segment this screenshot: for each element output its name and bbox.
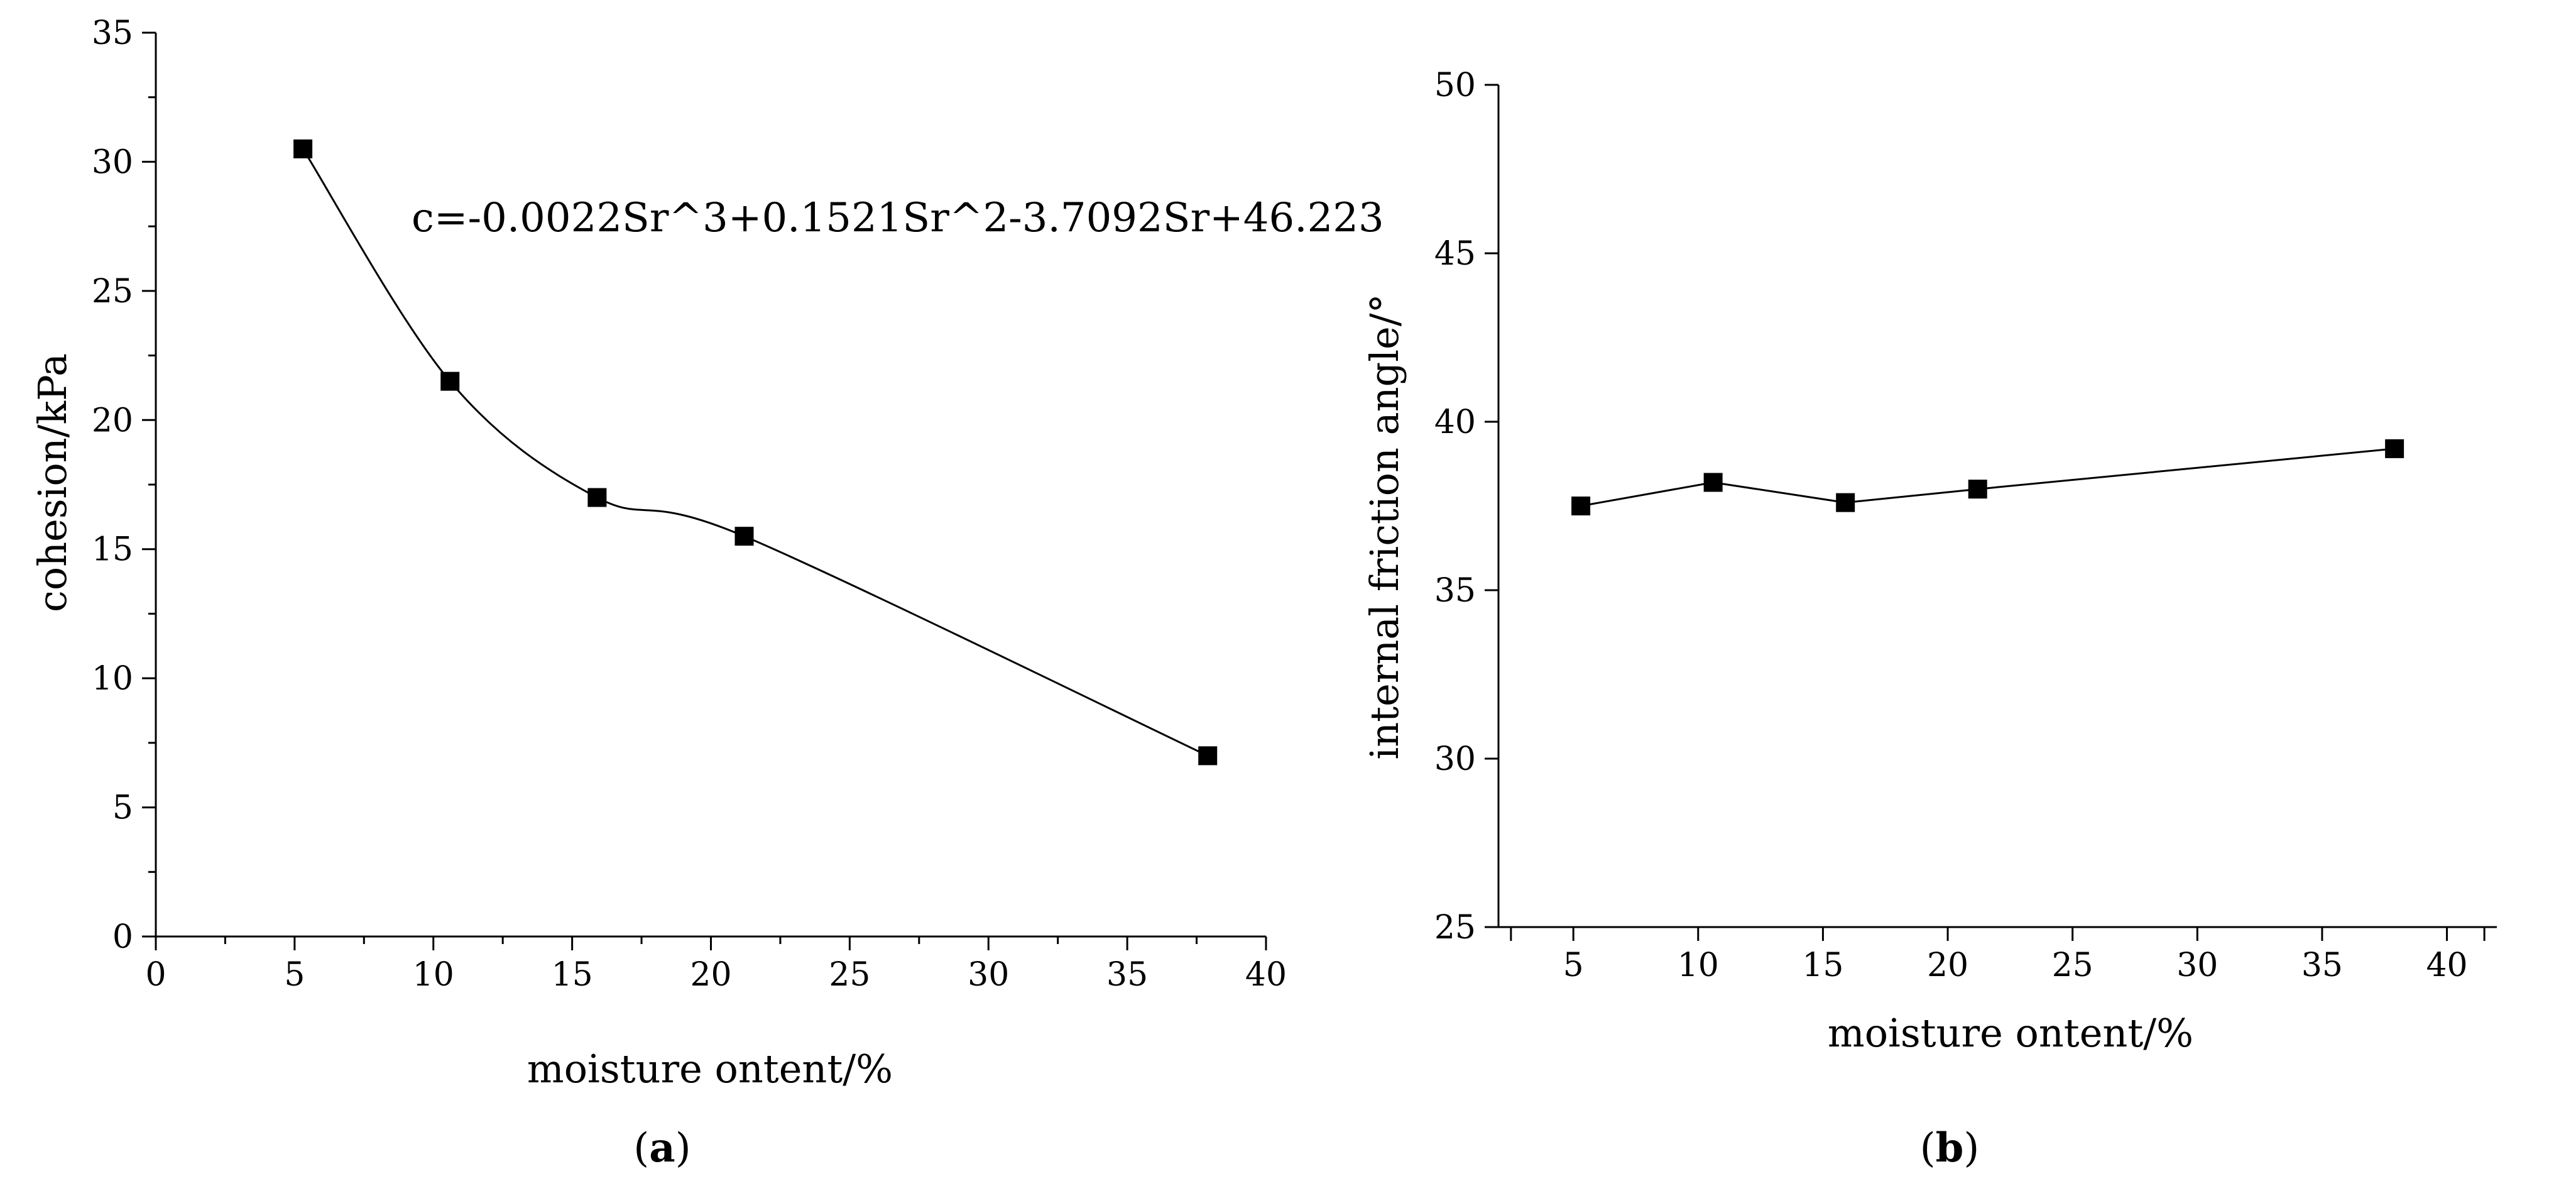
chart-a-y-tick-label: 20 — [92, 402, 133, 439]
chart-b-data-point-4 — [1968, 480, 1987, 499]
chart-a-data-point-3 — [587, 488, 607, 507]
chart-b-axes — [1497, 85, 2497, 928]
chart-a-y-tick-label: 0 — [112, 918, 133, 956]
chart-a-x-axis-label: moisture ontent/% — [527, 1046, 893, 1092]
chart-a-data-point-5 — [1198, 746, 1218, 766]
panel-caption-b: (b) — [1920, 1124, 1980, 1172]
chart-a-y-tick-label: 30 — [92, 143, 133, 181]
chart-b-data-point-5 — [2385, 439, 2404, 458]
chart-a-x-tick-label: 0 — [145, 956, 166, 994]
chart-a-data-point-1 — [293, 139, 313, 158]
chart-a-markers — [293, 139, 1218, 766]
chart-b-series-line — [1580, 448, 2395, 507]
chart-a-y-tick-label: 5 — [112, 789, 133, 827]
panel-caption-a-close: ) — [675, 1125, 691, 1172]
chart-panel-a: 0 5 10 15 20 25 30 35 0 5 10 15 20 25 30 35 40 c=-0.002… — [30, 14, 1384, 1172]
chart-b-markers — [1571, 439, 2404, 515]
chart-a-y-tick-label: 35 — [92, 14, 133, 52]
panel-caption-a-letter: a — [649, 1124, 675, 1172]
chart-a-data-point-4 — [734, 527, 754, 546]
panel-caption-b-letter: b — [1936, 1124, 1964, 1172]
panel-caption-b-open: ( — [1920, 1125, 1936, 1172]
chart-b-y-tick-label: 25 — [1434, 909, 1476, 947]
chart-b-x-tick-label: 5 — [1563, 947, 1584, 984]
chart-b-x-tick-label: 30 — [2176, 947, 2218, 984]
chart-b-y-tick-label: 30 — [1434, 740, 1476, 778]
chart-b-data-point-1 — [1571, 497, 1591, 515]
chart-b-x-tick-label: 35 — [2301, 947, 2343, 984]
chart-b-x-tick-label: 40 — [2426, 947, 2467, 984]
chart-a-x-tick-label: 30 — [968, 956, 1009, 994]
chart-a-x-tick-label: 15 — [552, 956, 593, 994]
chart-b-data-point-2 — [1703, 473, 1723, 492]
chart-b-x-tick-label: 10 — [1678, 947, 1719, 984]
chart-b-y-tick-label: 40 — [1434, 404, 1476, 441]
chart-a-equation-annotation: c=-0.0022Sr^3+0.1521Sr^2-3.7092Sr+46.223 — [412, 195, 1384, 241]
chart-a-x-tick-label: 25 — [829, 956, 870, 994]
chart-a-axes — [155, 33, 1266, 938]
chart-a-x-tick-label: 40 — [1245, 956, 1287, 994]
chart-panel-b: 25 30 35 40 45 50 5 10 15 20 25 30 35 40 moisture on… — [1362, 67, 2497, 1172]
chart-b-data-point-3 — [1836, 493, 1855, 512]
chart-b-x-tick-label: 25 — [2052, 947, 2093, 984]
chart-b-x-ticks: 5 10 15 20 25 30 35 40 — [1510, 927, 2486, 984]
chart-b-y-tick-label: 45 — [1434, 235, 1476, 273]
chart-b-y-tick-label: 35 — [1434, 572, 1476, 610]
chart-b-y-ticks: 25 30 35 40 45 50 — [1434, 67, 1498, 947]
panel-caption-b-close: ) — [1963, 1125, 1979, 1172]
chart-b-x-tick-label: 20 — [1927, 947, 1968, 984]
chart-b-y-tick-label: 50 — [1434, 67, 1476, 104]
chart-a-x-tick-label: 20 — [690, 956, 731, 994]
chart-a-y-axis-label: cohesion/kPa — [30, 353, 75, 612]
chart-a-data-point-2 — [440, 371, 460, 391]
chart-a-x-ticks: 0 5 10 15 20 25 30 35 40 — [145, 937, 1287, 994]
chart-a-x-tick-label: 5 — [284, 956, 305, 994]
panel-caption-a: (a) — [633, 1124, 690, 1172]
chart-a-y-ticks: 0 5 10 15 20 25 30 35 — [92, 14, 156, 956]
chart-a-y-tick-label: 25 — [92, 273, 133, 310]
chart-a-x-tick-label: 35 — [1106, 956, 1148, 994]
chart-a-y-tick-label: 15 — [92, 531, 133, 569]
chart-b-x-tick-label: 15 — [1802, 947, 1843, 984]
chart-a-series-line — [302, 148, 1208, 757]
chart-b-y-axis-label: internal friction angle/° — [1362, 294, 1407, 759]
chart-a-y-tick-label: 10 — [92, 660, 133, 698]
chart-a-x-tick-label: 10 — [413, 956, 454, 994]
chart-b-x-axis-label: moisture ontent/% — [1828, 1010, 2193, 1056]
panel-caption-a-open: ( — [633, 1125, 649, 1172]
